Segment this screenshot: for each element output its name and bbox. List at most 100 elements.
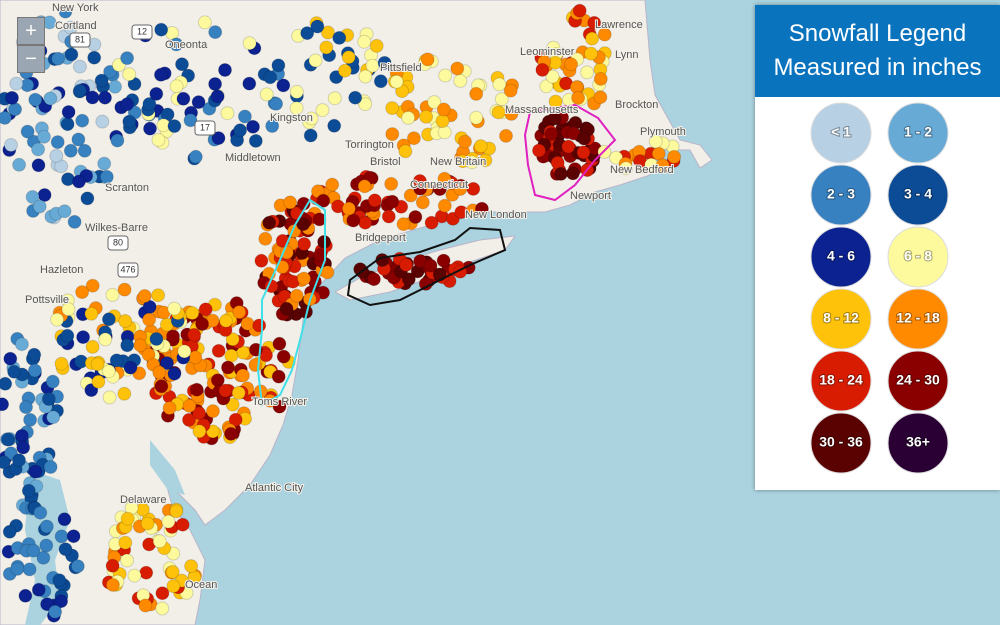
- station-dot: [8, 102, 23, 117]
- station-dot: [289, 84, 304, 99]
- station-dot: [450, 61, 465, 76]
- station-dot: [3, 351, 18, 366]
- station-dot: [437, 198, 452, 213]
- place-label: New Britain: [430, 156, 486, 168]
- place-label: Hazleton: [40, 264, 83, 276]
- legend-label: 36+: [906, 434, 930, 450]
- station-dot: [188, 149, 203, 164]
- station-dot: [494, 92, 509, 107]
- station-dot: [189, 382, 204, 397]
- station-dot: [191, 95, 206, 110]
- station-dot: [71, 132, 86, 147]
- station-dot: [97, 156, 112, 171]
- station-dot: [169, 504, 184, 519]
- station-dot: [539, 79, 554, 94]
- place-label: Bridgeport: [355, 232, 406, 244]
- station-dot: [75, 285, 90, 300]
- highway-shield: [107, 235, 129, 251]
- station-dot: [166, 329, 180, 344]
- station-dot: [84, 306, 99, 321]
- station-dot: [248, 133, 263, 148]
- station-dot: [85, 339, 100, 354]
- station-dot: [208, 25, 223, 40]
- station-dot: [648, 134, 663, 149]
- station-dot: [655, 158, 670, 173]
- place-label: Newport: [570, 190, 611, 202]
- station-dot: [366, 272, 381, 287]
- station-dot: [263, 70, 278, 85]
- station-dot: [211, 131, 226, 146]
- station-dot: [169, 37, 184, 52]
- zoom-out-button[interactable]: −: [17, 45, 45, 73]
- station-dot: [43, 460, 58, 474]
- station-dot: [103, 64, 118, 79]
- station-dot: [19, 400, 33, 415]
- station-dot: [61, 302, 76, 317]
- station-dot: [474, 201, 489, 216]
- station-dot: [258, 231, 273, 246]
- station-dot: [139, 565, 154, 580]
- legend-title: Snowfall Legend: [788, 20, 967, 47]
- station-dot: [70, 559, 85, 574]
- station-dot: [225, 397, 240, 412]
- station-dot: [75, 113, 90, 128]
- station-dot: [118, 314, 133, 328]
- station-dot: [95, 114, 110, 129]
- station-dot: [237, 109, 252, 124]
- station-dot: [67, 214, 82, 229]
- station-dot: [609, 150, 624, 165]
- station-dot: [373, 74, 388, 89]
- station-dot: [110, 133, 125, 148]
- station-dot: [39, 538, 54, 553]
- station-dot: [231, 385, 246, 400]
- legend-header: Snowfall Legend Measured in inches: [755, 5, 1000, 97]
- station-dot: [297, 237, 312, 251]
- station-dot: [296, 217, 311, 232]
- station-dot: [176, 91, 191, 106]
- station-dot: [4, 138, 18, 152]
- place-label: Plymouth: [640, 126, 686, 138]
- station-dot: [399, 257, 414, 272]
- station-dot: [210, 89, 225, 104]
- station-dot: [403, 188, 418, 203]
- legend-swatch: [810, 412, 872, 474]
- station-dot: [341, 50, 356, 65]
- legend-swatch: [887, 102, 949, 164]
- station-dot: [167, 119, 182, 134]
- legend-label: 1 - 2: [904, 124, 932, 140]
- station-dot: [154, 22, 169, 37]
- station-dot: [297, 271, 311, 286]
- station-dot: [283, 195, 298, 210]
- station-dot: [367, 193, 382, 208]
- station-dot: [120, 51, 135, 66]
- station-dot: [408, 210, 423, 224]
- station-dot: [455, 154, 470, 169]
- station-dot: [438, 68, 453, 83]
- legend-label: 24 - 30: [896, 372, 940, 388]
- station-dot: [14, 428, 29, 443]
- station-dot: [585, 31, 600, 46]
- legend-swatch: [887, 412, 949, 474]
- station-dot: [80, 191, 95, 206]
- station-dot: [72, 83, 87, 98]
- station-dot: [155, 586, 170, 601]
- station-dot: [325, 177, 340, 192]
- station-dot: [109, 353, 124, 368]
- station-dot: [58, 4, 73, 19]
- station-dot: [118, 535, 133, 550]
- station-dot: [491, 105, 506, 120]
- station-dot: [0, 455, 11, 470]
- station-dot: [27, 347, 42, 362]
- station-dot: [224, 426, 238, 441]
- station-dot: [61, 105, 76, 119]
- station-dot: [205, 424, 220, 439]
- station-dot: [564, 57, 579, 72]
- zoom-in-button[interactable]: +: [17, 17, 45, 45]
- place-label: Scranton: [105, 182, 149, 194]
- station-dot: [16, 440, 31, 455]
- station-dot: [235, 368, 250, 383]
- station-dot: [184, 559, 199, 574]
- station-dot: [544, 127, 559, 141]
- station-dot: [279, 301, 294, 316]
- station-dot: [43, 91, 58, 106]
